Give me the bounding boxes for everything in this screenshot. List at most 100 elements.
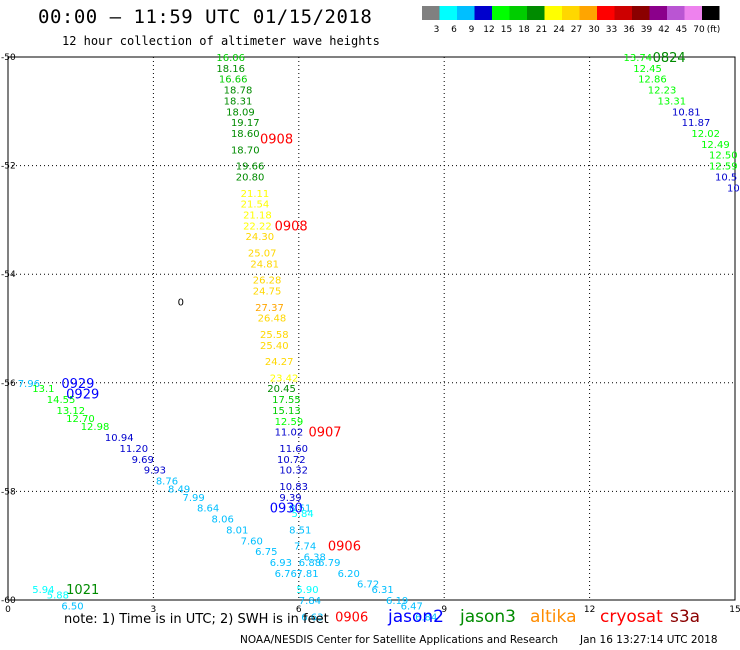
swh-value: 10.81 bbox=[672, 107, 701, 118]
swh-value: 16.66 bbox=[219, 75, 248, 86]
swh-value: 25.58 bbox=[260, 330, 289, 341]
swh-value: 25.40 bbox=[260, 341, 289, 352]
swh-value: 7.99 bbox=[182, 493, 204, 504]
colorbar-swatch bbox=[544, 6, 562, 20]
swh-value: 6.20 bbox=[338, 569, 360, 580]
swh-value: 18.09 bbox=[226, 107, 255, 118]
chart-subtitle: 12 hour collection of altimeter wave hei… bbox=[62, 34, 380, 48]
colorbar-swatch bbox=[509, 6, 527, 20]
swh-value: 25.07 bbox=[248, 248, 277, 259]
swh-value: 6.31 bbox=[372, 585, 394, 596]
colorbar-label: 21 bbox=[536, 25, 547, 35]
x-tick-label: 6 bbox=[296, 605, 302, 615]
swh-value: 11.02 bbox=[275, 428, 304, 439]
colorbar-swatch bbox=[614, 6, 632, 20]
swh-value: 10.83 bbox=[279, 482, 308, 493]
colorbar-label: 12 bbox=[483, 25, 494, 35]
swh-value: 9.93 bbox=[144, 466, 166, 477]
swh-value: 12.70 bbox=[66, 414, 95, 425]
pass-time-label: 0929 bbox=[66, 388, 99, 403]
x-tick-label: 3 bbox=[151, 605, 157, 615]
colorbar-label: 33 bbox=[606, 25, 617, 35]
swh-value: 18.60 bbox=[231, 129, 260, 140]
swh-value: 17.55 bbox=[272, 395, 301, 406]
mission-jason3: jason3 bbox=[460, 607, 516, 627]
swh-value: 12.02 bbox=[691, 129, 720, 140]
swh-value: 12.50 bbox=[709, 151, 738, 162]
swh-value: 27.37 bbox=[255, 303, 284, 314]
swh-value: 26.28 bbox=[253, 276, 282, 287]
swh-value: 6.93 bbox=[270, 558, 292, 569]
colorbar-label: 24 bbox=[553, 25, 565, 35]
swh-value: 10 bbox=[727, 183, 740, 194]
swh-value: 18.16 bbox=[216, 64, 245, 75]
footer-note: note: 1) Time is in UTC; 2) SWH is in fe… bbox=[64, 612, 329, 627]
swh-value: 7.84 bbox=[299, 596, 321, 607]
colorbar-label: 45 bbox=[676, 25, 687, 35]
swh-value: 19.66 bbox=[236, 162, 265, 173]
colorbar-swatch bbox=[649, 6, 667, 20]
swh-value: 11.87 bbox=[682, 118, 711, 129]
colorbar-label: 42 bbox=[658, 25, 669, 35]
swh-value: 21.11 bbox=[241, 189, 270, 200]
swh-value: 15.13 bbox=[272, 406, 301, 417]
mission-cryosat: cryosat bbox=[600, 607, 663, 627]
mission-altika: altika bbox=[530, 607, 577, 627]
swh-value: 12.45 bbox=[633, 64, 662, 75]
swh-value: 18.70 bbox=[231, 145, 260, 156]
swh-value: 12.86 bbox=[638, 75, 667, 86]
swh-value: 6.47 bbox=[401, 601, 423, 612]
pass-time-label: 0907 bbox=[308, 426, 341, 441]
swh-value: 24.81 bbox=[250, 259, 279, 270]
colorbar-swatch bbox=[562, 6, 580, 20]
colorbar-swatch bbox=[667, 6, 685, 20]
swh-value: 12.59 bbox=[709, 162, 738, 173]
swh-value: 12.23 bbox=[648, 86, 677, 97]
swh-value: 8.76 bbox=[156, 477, 178, 488]
swh-value: 5.88 bbox=[47, 591, 69, 602]
swh-value: 6.72 bbox=[357, 580, 379, 591]
swh-value: 24.75 bbox=[253, 286, 282, 297]
swh-value: 8.06 bbox=[212, 515, 234, 526]
swh-value: 23.42 bbox=[270, 373, 299, 384]
colorbar-label: 18 bbox=[518, 25, 530, 35]
swh-value: 6.38 bbox=[304, 553, 326, 564]
swh-value: 13.74 bbox=[624, 53, 653, 64]
colorbar-swatch bbox=[492, 6, 510, 20]
x-tick-label: 12 bbox=[584, 605, 595, 615]
swh-value: 8.49 bbox=[168, 485, 190, 496]
swh-value: 24.27 bbox=[265, 357, 294, 368]
swh-value: 18.78 bbox=[224, 86, 253, 97]
colorbar-label: 6 bbox=[451, 25, 457, 35]
colorbar-label: 70 bbox=[693, 25, 705, 35]
colorbar-swatch bbox=[457, 6, 475, 20]
colorbar-swatch bbox=[527, 6, 545, 20]
pass-time-label: 0929 bbox=[61, 377, 94, 392]
swh-value: 6.88 bbox=[299, 558, 321, 569]
swh-value: 13.1 bbox=[32, 384, 54, 395]
y-tick-label: -52 bbox=[1, 162, 16, 172]
x-tick-label: 15 bbox=[729, 605, 740, 615]
swh-value: 20.80 bbox=[236, 172, 265, 183]
colorbar-swatch bbox=[702, 6, 720, 20]
swh-value: 6.50 bbox=[61, 601, 83, 612]
colorbar-swatch bbox=[579, 6, 597, 20]
colorbar-swatch bbox=[474, 6, 492, 20]
swh-value: 24.30 bbox=[245, 232, 274, 243]
swh-value: 7.81 bbox=[296, 569, 318, 580]
swh-value: 12.59 bbox=[275, 417, 304, 428]
swh-value: 11.20 bbox=[119, 444, 148, 455]
chart-title: 00:00 – 11:59 UTC 01/15/2018 bbox=[38, 6, 373, 28]
mission-jason2: jason2 bbox=[388, 607, 444, 627]
swh-value: 10.32 bbox=[279, 466, 308, 477]
colorbar-label: 3 bbox=[434, 25, 440, 35]
stray-mark: 0 bbox=[178, 297, 184, 308]
swh-value: 18.31 bbox=[224, 96, 253, 107]
timestamp-text: Jan 16 13:27:14 UTC 2018 bbox=[580, 634, 718, 646]
pass-time-label: 0824 bbox=[653, 51, 686, 66]
colorbar-swatch bbox=[684, 6, 702, 20]
swh-value: 5.84 bbox=[292, 509, 314, 520]
colorbar-swatch bbox=[439, 6, 457, 20]
x-tick-label: 0 bbox=[5, 605, 11, 615]
swh-value: 10.94 bbox=[105, 433, 134, 444]
